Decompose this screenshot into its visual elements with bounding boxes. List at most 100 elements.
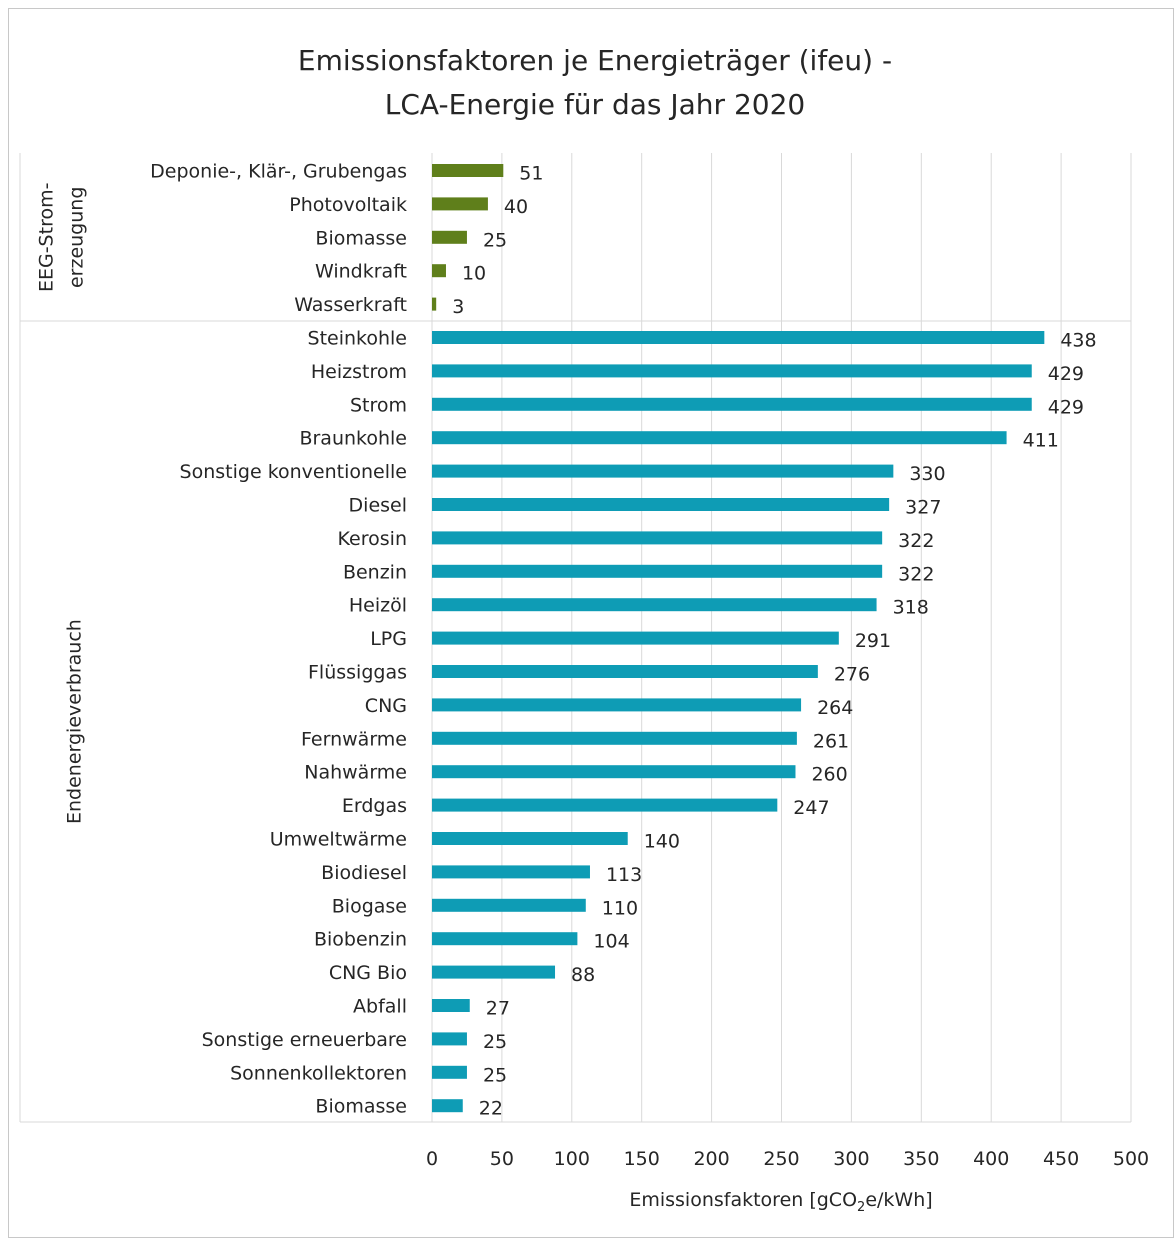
category-label: Windkraft	[315, 261, 407, 283]
bar	[432, 965, 556, 979]
data-label: 25	[483, 1031, 507, 1053]
category-label: Flüssiggas	[308, 662, 407, 684]
x-tick-label: 300	[833, 1148, 869, 1170]
bar	[432, 798, 778, 812]
bar	[432, 331, 1045, 344]
data-label: 261	[813, 730, 849, 752]
category-label: Steinkohle	[308, 328, 407, 350]
data-label: 104	[593, 931, 629, 953]
data-label: 411	[1023, 430, 1059, 452]
data-label: 291	[855, 630, 891, 652]
category-label: Heizöl	[349, 595, 407, 617]
data-label: 322	[898, 563, 934, 585]
data-label: 429	[1048, 396, 1084, 418]
data-label: 113	[606, 864, 642, 886]
group-label: Endenergieverbrauch	[64, 619, 86, 824]
bar	[432, 865, 590, 879]
bar	[432, 464, 894, 478]
category-label: Biogase	[332, 895, 407, 917]
category-label: Biodiesel	[321, 862, 407, 884]
bar	[432, 765, 796, 779]
bar	[432, 264, 446, 278]
data-label: 438	[1060, 330, 1096, 352]
category-label: Strom	[350, 394, 407, 416]
data-label: 110	[602, 897, 638, 919]
bar	[432, 631, 839, 645]
data-label: 264	[817, 697, 853, 719]
data-label: 25	[483, 229, 507, 251]
category-label: Abfall	[353, 996, 407, 1018]
category-label: Nahwärme	[304, 762, 407, 784]
data-label: 51	[519, 163, 543, 185]
bar	[432, 197, 488, 211]
bar	[432, 1032, 467, 1046]
category-label: Sonstige erneuerbare	[202, 1029, 407, 1051]
data-label: 322	[898, 530, 934, 552]
category-label: Wasserkraft	[294, 294, 407, 316]
category-label: LPG	[370, 628, 407, 650]
category-label: Diesel	[349, 495, 407, 517]
x-tick-label: 500	[1113, 1148, 1149, 1170]
category-label: Kerosin	[338, 528, 407, 550]
bar	[432, 999, 470, 1012]
category-label: Biomasse	[315, 227, 407, 249]
category-label: Biomasse	[315, 1096, 407, 1118]
bar	[432, 397, 1032, 411]
bar	[432, 832, 628, 845]
category-label: Braunkohle	[299, 428, 407, 450]
bar	[432, 564, 883, 578]
x-axis-label: Emissionsfaktoren [gCO2e/kWh]	[629, 1189, 932, 1215]
group-label: erzeugung	[66, 187, 88, 288]
bar	[432, 531, 883, 545]
bar	[432, 297, 437, 311]
data-label: 327	[905, 497, 941, 519]
category-label: CNG Bio	[329, 962, 407, 984]
category-label: Umweltwärme	[270, 829, 407, 851]
bar	[432, 698, 802, 712]
data-label: 40	[504, 196, 528, 218]
category-label: Sonnenkollektoren	[230, 1062, 407, 1084]
data-label: 429	[1048, 363, 1084, 385]
category-label: Erdgas	[342, 795, 407, 817]
bar	[432, 230, 467, 244]
data-label: 22	[479, 1098, 503, 1120]
data-label: 276	[834, 664, 870, 686]
x-tick-label: 150	[624, 1148, 660, 1170]
bar	[432, 665, 818, 678]
data-label: 318	[893, 597, 929, 619]
bar	[432, 731, 797, 745]
bar	[432, 431, 1007, 445]
category-label: Benzin	[343, 561, 407, 583]
category-label: Photovoltaik	[289, 194, 407, 216]
x-tick-label: 350	[903, 1148, 939, 1170]
category-label: Biobenzin	[314, 929, 407, 951]
bar	[432, 164, 504, 177]
bar	[432, 1065, 467, 1079]
x-tick-label: 200	[693, 1148, 729, 1170]
bar	[432, 498, 890, 511]
bar	[432, 898, 586, 912]
data-label: 260	[811, 764, 847, 786]
bar	[432, 598, 877, 612]
bar	[432, 364, 1032, 378]
category-label: Sonstige konventionelle	[180, 461, 407, 483]
category-label: CNG	[365, 695, 407, 717]
chart-title-line-1: Emissionsfaktoren je Energieträger (ifeu…	[298, 44, 892, 77]
x-tick-label: 400	[973, 1148, 1009, 1170]
chart-frame	[8, 8, 1174, 1238]
category-label: Fernwärme	[301, 728, 407, 750]
category-label: Deponie-, Klär-, Grubengas	[150, 161, 407, 183]
x-tick-label: 50	[490, 1148, 514, 1170]
data-label: 10	[462, 263, 486, 285]
category-label: Heizstrom	[311, 361, 407, 383]
data-label: 27	[486, 998, 510, 1020]
chart-title-line-2: LCA-Energie für das Jahr 2020	[385, 88, 805, 121]
data-label: 3	[452, 296, 464, 318]
data-label: 140	[644, 831, 680, 853]
x-tick-label: 450	[1043, 1148, 1079, 1170]
data-label: 247	[793, 797, 829, 819]
data-label: 25	[483, 1064, 507, 1086]
bar	[432, 1099, 463, 1113]
bar	[432, 932, 578, 946]
